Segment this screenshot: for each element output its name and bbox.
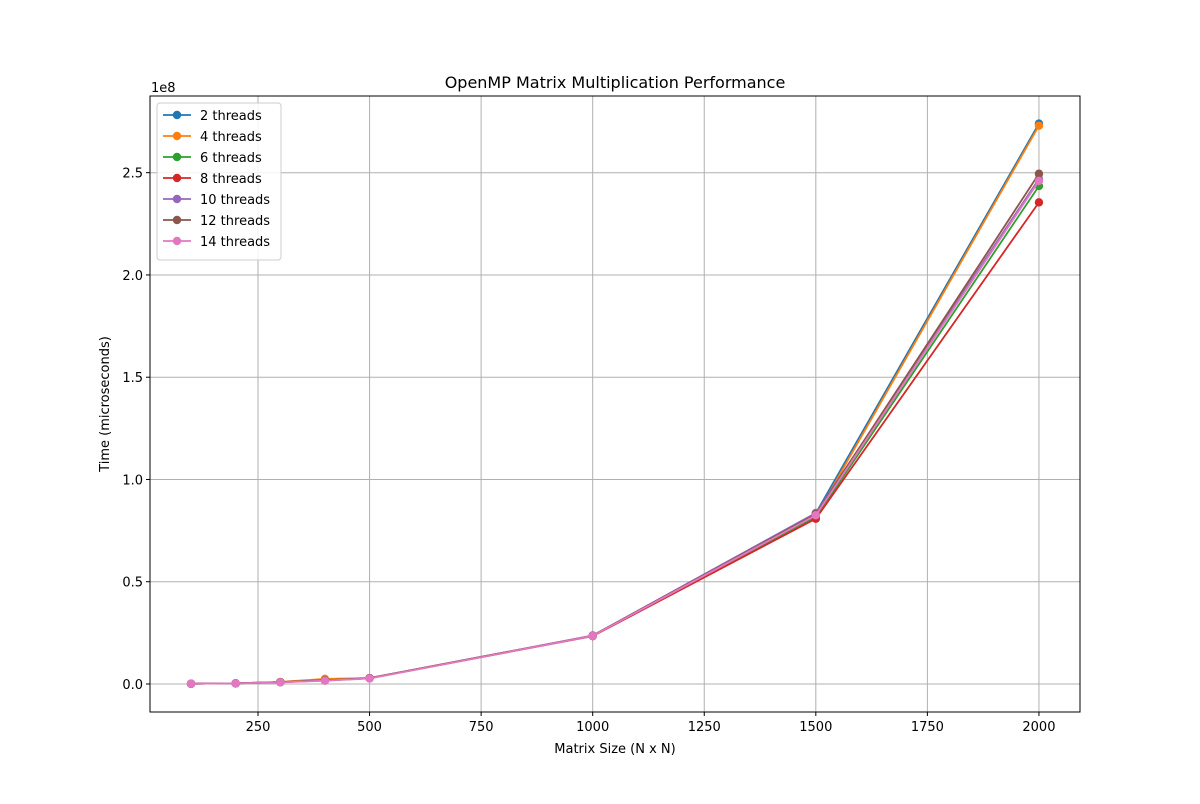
y-tick-label: 0.5 — [122, 576, 143, 591]
x-tick-label: 1000 — [576, 720, 609, 735]
legend-marker — [172, 173, 182, 183]
data-point — [588, 631, 597, 641]
x-tick-label: 1750 — [911, 720, 944, 735]
y-tick-label: 1.0 — [122, 473, 143, 488]
x-tick-label: 250 — [246, 720, 271, 735]
legend-marker — [172, 110, 182, 120]
legend-label: 4 threads — [200, 130, 262, 145]
data-point — [1034, 121, 1044, 130]
legend-marker — [172, 131, 182, 141]
legend-marker — [172, 194, 182, 204]
x-tick-label: 500 — [357, 720, 382, 735]
y-tick-label: 2.5 — [122, 167, 143, 182]
legend-item: 6 threads — [163, 151, 262, 166]
legend: 2 threads 4 threads 6 threads 8 threads 10 t… — [156, 102, 282, 261]
data-point — [1034, 169, 1044, 178]
x-tick-label: 1500 — [799, 720, 832, 735]
legend-marker — [172, 236, 182, 246]
legend-label: 8 threads — [200, 172, 262, 187]
data-point — [1034, 198, 1044, 207]
legend-label: 14 threads — [200, 235, 270, 250]
chart-title: OpenMP Matrix Multiplication Performance — [445, 73, 786, 92]
legend-marker — [172, 152, 182, 162]
y-tick-label: 2.0 — [122, 269, 143, 284]
legend-item: 10 threads — [163, 193, 270, 208]
x-axis-ticks: 250 500 750 1000 1250 1500 1750 2000 — [246, 712, 1055, 735]
y-axis-offset-label: 1e8 — [151, 81, 176, 96]
legend-item: 12 threads — [163, 214, 270, 229]
y-tick-label: 1.5 — [122, 371, 143, 386]
data-point — [231, 679, 240, 688]
legend-label: 6 threads — [200, 151, 262, 166]
legend-label: 2 threads — [200, 109, 262, 124]
data-point — [365, 674, 374, 683]
x-tick-label: 1250 — [688, 720, 721, 735]
series-lines — [186, 119, 1044, 688]
legend-item: 14 threads — [163, 235, 270, 250]
legend-marker — [172, 215, 182, 225]
legend-item: 4 threads — [163, 130, 262, 145]
plot-frame — [149, 95, 1081, 713]
data-point — [1034, 176, 1044, 186]
x-axis-label: Matrix Size (N x N) — [554, 742, 675, 757]
legend-label: 12 threads — [200, 214, 270, 229]
y-tick-label: 0.0 — [122, 678, 143, 693]
legend-item: 8 threads — [163, 172, 262, 187]
series-line — [191, 180, 1040, 685]
data-point — [186, 679, 196, 688]
legend-item: 2 threads — [163, 109, 262, 124]
series-7 — [186, 176, 1044, 688]
y-axis-label: Time (microseconds) — [98, 336, 113, 473]
y-axis-ticks: 0.0 0.5 1.0 1.5 2.0 2.5 — [122, 167, 150, 693]
legend-label: 10 threads — [200, 193, 270, 208]
data-point — [320, 676, 330, 685]
x-tick-label: 2000 — [1022, 720, 1055, 735]
x-tick-label: 750 — [469, 720, 494, 735]
data-point — [811, 511, 821, 520]
data-point — [276, 678, 285, 687]
